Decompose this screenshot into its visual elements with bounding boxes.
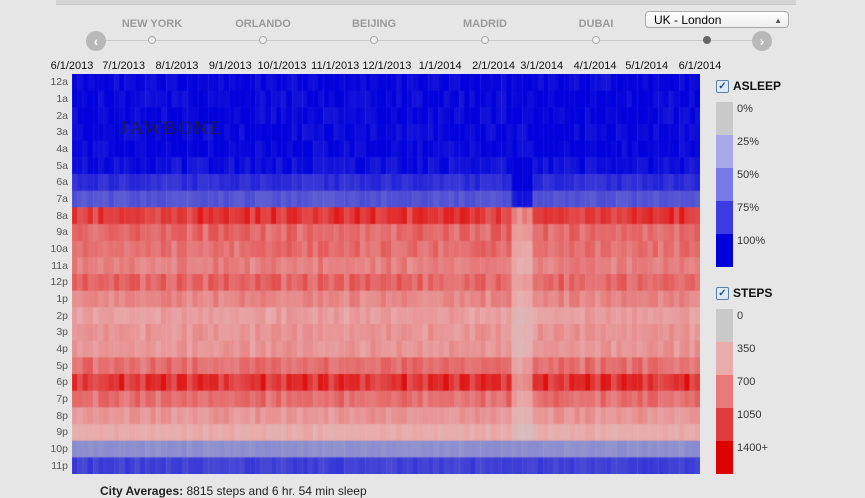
asleep-legend-label: 100% [737,235,766,247]
x-tick-label: 10/1/2013 [257,60,307,72]
y-tick-label: 3a [56,126,68,139]
x-tick-label: 12/1/2013 [362,60,412,72]
x-tick-label: 6/1/2014 [678,60,722,72]
x-tick-label: 6/1/2013 [50,60,94,72]
top-bar [56,0,796,5]
steps-legend-label: 350 [737,343,756,355]
city-label-madrid[interactable]: MADRID [463,18,507,30]
x-tick-label: 11/1/2013 [311,60,360,72]
steps-legend-swatch [716,408,733,441]
asleep-legend-label: 75% [737,202,760,214]
chevron-left-icon[interactable]: ‹ [86,31,106,51]
city-averages: City Averages: 8815 steps and 6 hr. 54 m… [100,484,367,498]
y-tick-label: 8a [56,209,68,222]
x-tick-label: 7/1/2013 [102,60,146,72]
x-tick-label: 5/1/2014 [625,60,669,72]
y-tick-label: 2a [56,109,68,122]
y-tick-label: 10p [50,443,68,455]
asleep-legend-label: 0% [737,103,753,115]
city-label-orlando[interactable]: ORLANDO [235,18,291,30]
steps-legend-label: 1050 [737,409,762,421]
city-label-new-york[interactable]: NEW YORK [121,18,183,30]
asleep-legend-swatch [716,201,733,234]
y-tick-label: 12p [50,276,68,289]
steps-legend-label: 1400+ [737,442,768,454]
sleep-steps-heatmap [72,74,700,474]
y-tick-label: 9p [56,426,68,439]
y-tick-label: 6a [56,176,68,189]
y-tick-label: 2p [56,309,68,322]
y-tick-label: 1a [56,93,68,105]
x-tick-label: 4/1/2014 [573,60,617,72]
y-tick-label: 11p [51,459,68,472]
y-tick-label: 5a [56,159,68,172]
steps-legend-swatch [716,342,733,375]
steps-legend-title: STEPS [733,286,773,300]
y-tick-label: 9a [56,226,68,239]
y-tick-label: 8p [56,409,68,422]
x-tick-label: 3/1/2014 [520,60,564,72]
city-dot[interactable] [370,36,378,44]
city-label-beijing[interactable]: BEIJING [351,18,397,30]
city-dot[interactable] [481,36,489,44]
x-tick-label: 9/1/2013 [208,60,252,72]
select-arrows-icon: ▲ [774,16,782,25]
jawbone-logo: JAWBONE [120,118,224,139]
city-label-dubai[interactable]: DUBAI [578,18,614,30]
y-tick-label: 4p [56,343,68,355]
y-tick-label: 10a [50,243,68,255]
steps-legend-swatch [716,309,733,342]
chevron-right-icon[interactable]: › [752,31,772,51]
y-tick-label: 4a [56,143,68,155]
y-tick-label: 6p [56,376,68,389]
y-tick-label: 3p [56,326,68,339]
asleep-checkbox[interactable]: ✓ [716,80,729,93]
city-dot[interactable] [592,36,600,44]
asleep-legend-swatch [716,135,733,168]
y-tick-label: 7a [56,193,68,205]
y-tick-label: 1p [56,293,68,305]
city-dot[interactable] [259,36,267,44]
steps-legend-swatch [716,441,733,474]
y-tick-label: 11a [51,259,68,272]
x-tick-label: 2/1/2014 [472,60,515,72]
asleep-legend-swatch [716,234,733,267]
y-tick-label: 5p [56,359,68,372]
steps-legend-swatch [716,375,733,408]
y-tick-label: 12a [50,76,68,89]
city-dot[interactable] [148,36,156,44]
steps-checkbox[interactable]: ✓ [716,287,729,300]
steps-legend-label: 0 [737,310,744,322]
asleep-legend-swatch [716,102,733,135]
asleep-legend-title: ASLEEP [733,79,782,93]
asleep-legend-swatch [716,168,733,201]
city-timeline [105,40,755,41]
y-tick-label: 7p [56,393,68,405]
asleep-legend-label: 25% [737,136,760,148]
x-tick-label: 8/1/2013 [155,60,199,72]
city-select[interactable]: UK - London ▲ [645,11,789,28]
steps-legend-label: 700 [737,376,756,388]
asleep-legend-label: 50% [737,169,760,181]
x-tick-label: 1/1/2014 [418,60,462,72]
city-dot[interactable] [703,36,711,44]
